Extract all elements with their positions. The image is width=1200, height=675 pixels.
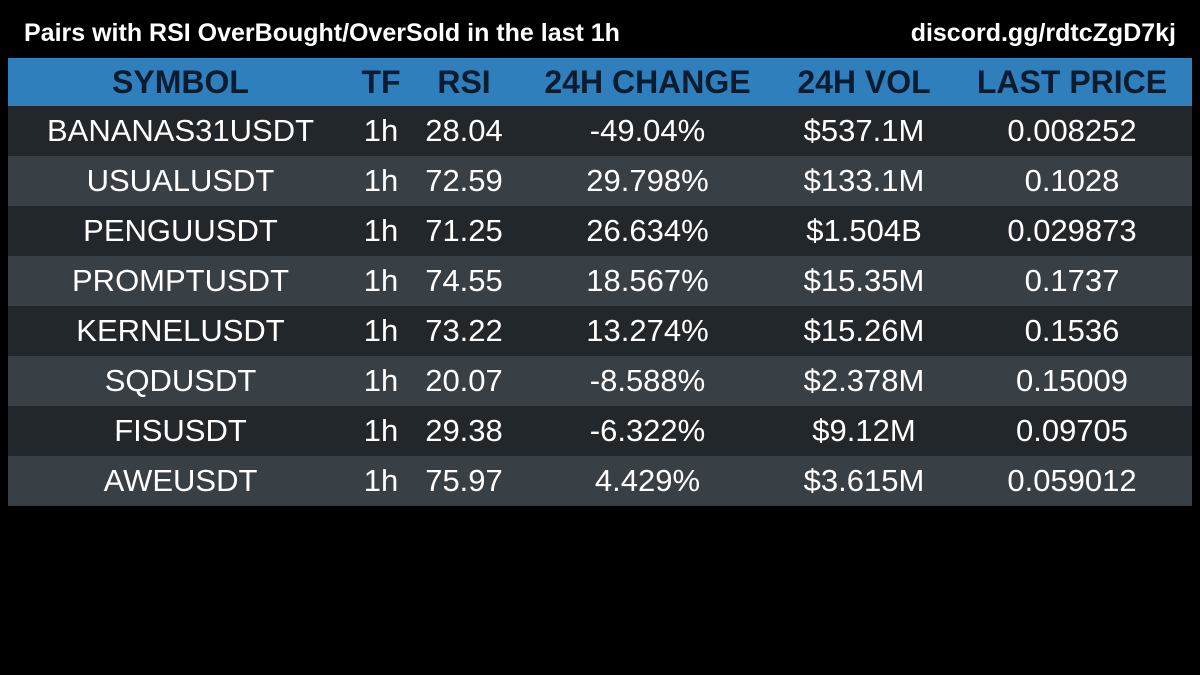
column-header-24h-vol: 24H VOL	[776, 58, 952, 106]
symbol-cell: PENGUUSDT	[8, 206, 353, 256]
price-cell: 0.059012	[952, 456, 1192, 506]
tf-cell: 1h	[353, 256, 409, 306]
rsi-cell: 75.97	[409, 456, 519, 506]
price-cell: 0.1737	[952, 256, 1192, 306]
tf-cell: 1h	[353, 306, 409, 356]
change-cell: -6.322%	[519, 406, 776, 456]
price-cell: 0.09705	[952, 406, 1192, 456]
volume-cell: $2.378M	[776, 356, 952, 406]
tf-cell: 1h	[353, 406, 409, 456]
price-cell: 0.1028	[952, 156, 1192, 206]
table-row: SQDUSDT 1h 20.07 -8.588% $2.378M 0.15009	[8, 356, 1192, 406]
price-cell: 0.008252	[952, 106, 1192, 156]
change-cell: 13.274%	[519, 306, 776, 356]
tf-cell: 1h	[353, 106, 409, 156]
table-row: FISUSDT 1h 29.38 -6.322% $9.12M 0.09705	[8, 406, 1192, 456]
symbol-cell: USUALUSDT	[8, 156, 353, 206]
volume-cell: $133.1M	[776, 156, 952, 206]
column-header-24h-change: 24H CHANGE	[519, 58, 776, 106]
price-cell: 0.15009	[952, 356, 1192, 406]
tf-cell: 1h	[353, 456, 409, 506]
change-cell: 4.429%	[519, 456, 776, 506]
change-cell: 26.634%	[519, 206, 776, 256]
table-header-row: SYMBOL TF RSI 24H CHANGE 24H VOL LAST PR…	[8, 58, 1192, 106]
price-cell: 0.1536	[952, 306, 1192, 356]
column-header-symbol: SYMBOL	[8, 58, 353, 106]
page-title: Pairs with RSI OverBought/OverSold in th…	[24, 18, 620, 47]
symbol-cell: PROMPTUSDT	[8, 256, 353, 306]
symbol-cell: FISUSDT	[8, 406, 353, 456]
tf-cell: 1h	[353, 156, 409, 206]
column-header-tf: TF	[353, 58, 409, 106]
symbol-cell: KERNELUSDT	[8, 306, 353, 356]
rsi-cell: 72.59	[409, 156, 519, 206]
rsi-cell: 29.38	[409, 406, 519, 456]
change-cell: 18.567%	[519, 256, 776, 306]
table-row: PENGUUSDT 1h 71.25 26.634% $1.504B 0.029…	[8, 206, 1192, 256]
column-header-rsi: RSI	[409, 58, 519, 106]
discord-link[interactable]: discord.gg/rdtcZgD7kj	[910, 18, 1176, 47]
column-header-last-price: LAST PRICE	[952, 58, 1192, 106]
rsi-cell: 28.04	[409, 106, 519, 156]
symbol-cell: BANANAS31USDT	[8, 106, 353, 156]
symbol-cell: AWEUSDT	[8, 456, 353, 506]
table-row: BANANAS31USDT 1h 28.04 -49.04% $537.1M 0…	[8, 106, 1192, 156]
volume-cell: $3.615M	[776, 456, 952, 506]
volume-cell: $9.12M	[776, 406, 952, 456]
rsi-cell: 73.22	[409, 306, 519, 356]
rsi-cell: 20.07	[409, 356, 519, 406]
table-row: AWEUSDT 1h 75.97 4.429% $3.615M 0.059012	[8, 456, 1192, 506]
change-cell: -8.588%	[519, 356, 776, 406]
volume-cell: $1.504B	[776, 206, 952, 256]
table-row: KERNELUSDT 1h 73.22 13.274% $15.26M 0.15…	[8, 306, 1192, 356]
rsi-table: SYMBOL TF RSI 24H CHANGE 24H VOL LAST PR…	[8, 58, 1192, 506]
tf-cell: 1h	[353, 356, 409, 406]
rsi-cell: 71.25	[409, 206, 519, 256]
price-cell: 0.029873	[952, 206, 1192, 256]
tf-cell: 1h	[353, 206, 409, 256]
rsi-cell: 74.55	[409, 256, 519, 306]
table-row: USUALUSDT 1h 72.59 29.798% $133.1M 0.102…	[8, 156, 1192, 206]
top-bar: Pairs with RSI OverBought/OverSold in th…	[24, 16, 1176, 50]
symbol-cell: SQDUSDT	[8, 356, 353, 406]
change-cell: -49.04%	[519, 106, 776, 156]
volume-cell: $15.26M	[776, 306, 952, 356]
change-cell: 29.798%	[519, 156, 776, 206]
volume-cell: $537.1M	[776, 106, 952, 156]
volume-cell: $15.35M	[776, 256, 952, 306]
table-row: PROMPTUSDT 1h 74.55 18.567% $15.35M 0.17…	[8, 256, 1192, 306]
